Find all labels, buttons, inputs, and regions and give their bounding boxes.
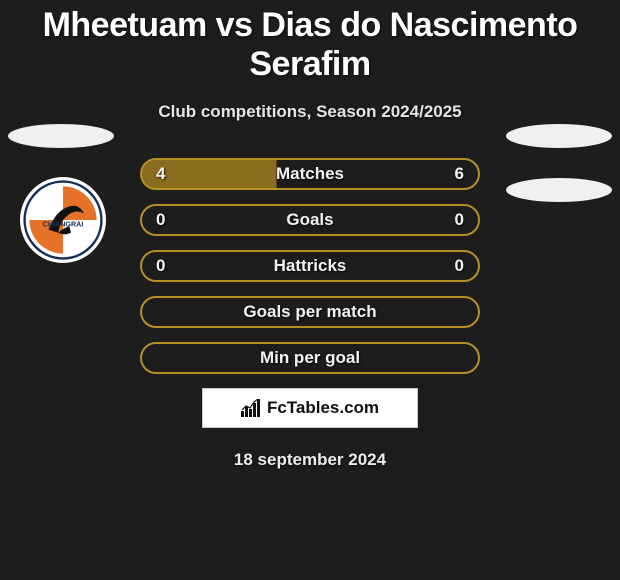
stat-row: Min per goal — [140, 342, 480, 374]
stat-label: Goals — [286, 210, 333, 230]
page-title: Mheetuam vs Dias do Nascimento Serafim — [0, 0, 620, 84]
footer-date: 18 september 2024 — [0, 450, 620, 470]
stat-row: 0 Goals 0 — [140, 204, 480, 236]
stat-left-value: 0 — [156, 256, 165, 276]
stat-right-value: 0 — [455, 256, 464, 276]
stat-left-value: 0 — [156, 210, 165, 230]
bar-chart-icon — [241, 399, 263, 417]
footer-brand-box: FcTables.com — [202, 388, 418, 428]
stat-row: Goals per match — [140, 296, 480, 328]
stat-label: Min per goal — [260, 348, 360, 368]
player-photo-right-1 — [506, 124, 612, 148]
footer-brand-text: FcTables.com — [267, 398, 379, 418]
stat-right-value: 0 — [455, 210, 464, 230]
page-subtitle: Club competitions, Season 2024/2025 — [0, 102, 620, 122]
player-photo-left — [8, 124, 114, 148]
stat-left-value: 4 — [156, 164, 165, 184]
stat-label: Matches — [276, 164, 344, 184]
stat-right-value: 6 — [455, 164, 464, 184]
stat-row: 0 Hattricks 0 — [140, 250, 480, 282]
stat-label: Hattricks — [274, 256, 347, 276]
stats-list: 4 Matches 6 0 Goals 0 0 Hattricks 0 Goals per mat… — [0, 158, 620, 374]
stat-label: Goals per match — [243, 302, 376, 322]
stat-row: 4 Matches 6 — [140, 158, 480, 190]
